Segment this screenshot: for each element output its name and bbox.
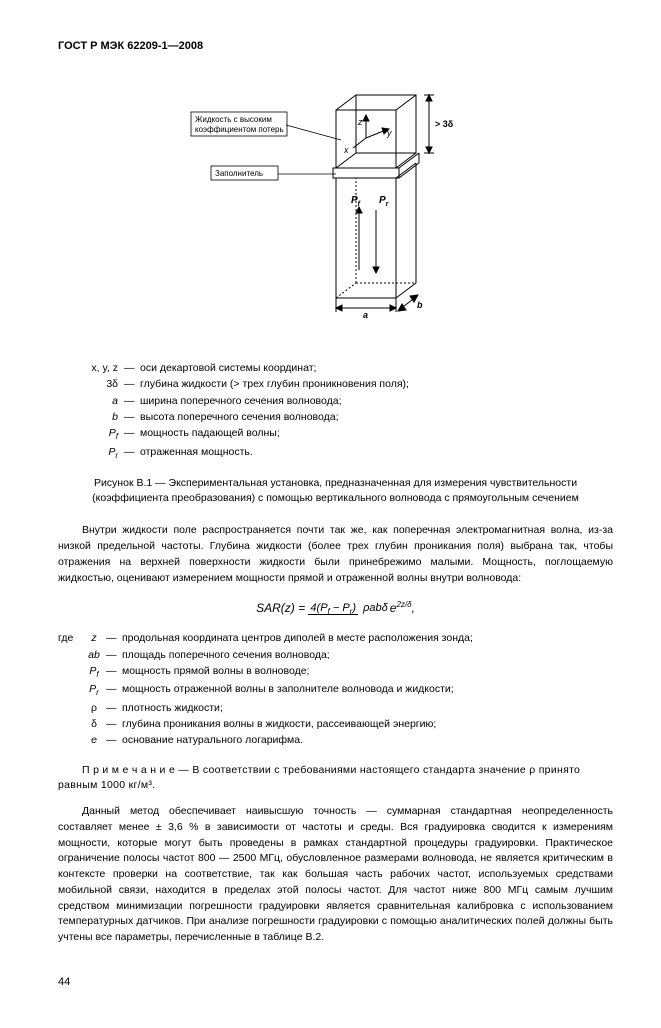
where-text: продольная координата центров диполей в … — [122, 630, 613, 646]
legend-dash: — — [124, 409, 140, 425]
page-number: 44 — [58, 976, 613, 988]
where-dash: — — [106, 732, 122, 748]
where-text: плотность жидкости; — [122, 700, 613, 716]
where-row: e — основание натурального логарифма. — [58, 732, 613, 748]
where-text: мощность прямой волны в волноводе; — [122, 663, 613, 681]
where-dash: — — [106, 700, 122, 716]
liquid-label-2: коэффициентом потерь — [195, 125, 284, 134]
where-sym: Pr — [82, 681, 106, 699]
where-sym: Pf — [82, 663, 106, 681]
legend-sym: 3δ — [76, 376, 124, 392]
sar-formula: SAR(z) = 4(Pf − Pr) ρabδ e2z/δ, — [58, 600, 613, 616]
legend-text: глубина жидкости (> трех глубин проникно… — [140, 376, 613, 392]
legend-text: ширина поперечного сечения волновода; — [140, 393, 613, 409]
fill-label: Заполнитель — [215, 169, 263, 178]
axis-x-label: x — [343, 145, 349, 155]
where-text: площадь поперечного сечения волновода; — [122, 647, 613, 663]
note: П р и м е ч а н и е — В соответствии с т… — [58, 763, 613, 795]
where-dash: — — [106, 716, 122, 732]
where-dash: — — [106, 630, 122, 646]
figure-caption: Рисунок В.1 — Экспериментальная установк… — [58, 476, 613, 505]
legend-row: a — ширина поперечного сечения волновода… — [76, 393, 613, 409]
legend-text: отраженная мощность. — [140, 444, 613, 462]
legend-row: b — высота поперечного сечения волновода… — [76, 409, 613, 425]
legend-row: x, y, z — оси декартовой системы координ… — [76, 360, 613, 376]
paragraph-2: Данный метод обеспечивает наивысшую точн… — [58, 804, 613, 946]
where-intro: где — [58, 630, 82, 646]
where-text: основание натурального логарифма. — [122, 732, 613, 748]
axis-y-label: y — [386, 128, 392, 138]
legend-sym: a — [76, 393, 124, 409]
figure-legend: x, y, z — оси декартовой системы координ… — [76, 360, 613, 462]
legend-text: высота поперечного сечения волновода; — [140, 409, 613, 425]
legend-dash: — — [124, 376, 140, 392]
paragraph-1: Внутри жидкости поле распространяется по… — [58, 523, 613, 586]
where-block: где z — продольная координата центров ди… — [58, 630, 613, 748]
waveguide-diagram: z y x > 3δ Pf Pr — [181, 70, 491, 340]
where-row: Pr — мощность отраженной волны в заполни… — [58, 681, 613, 699]
dim-a: a — [363, 310, 368, 320]
where-dash: — — [106, 681, 122, 699]
where-text: мощность отраженной волны в заполнителе … — [122, 681, 613, 699]
liquid-label-1: Жидкость с высоким — [195, 115, 272, 124]
pr-label: Pr — [379, 195, 390, 208]
where-row: δ — глубина проникания волны в жидкости,… — [58, 716, 613, 732]
document-header: ГОСТ Р МЭК 62209-1—2008 — [58, 40, 613, 52]
dim-3delta: > 3δ — [435, 119, 454, 129]
legend-text: оси декартовой системы координат; — [140, 360, 613, 376]
legend-row: Pf — мощность падающей волны; — [76, 425, 613, 443]
legend-row: Pr — отраженная мощность. — [76, 444, 613, 462]
legend-dash: — — [124, 393, 140, 409]
where-row: где z — продольная координата центров ди… — [58, 630, 613, 646]
legend-dash: — — [124, 444, 140, 462]
dim-b: b — [417, 300, 423, 310]
legend-sym: Pr — [76, 444, 124, 462]
where-row: Pf — мощность прямой волны в волноводе; — [58, 663, 613, 681]
where-row: ρ — плотность жидкости; — [58, 700, 613, 716]
legend-text: мощность падающей волны; — [140, 425, 613, 443]
where-row: ab — площадь поперечного сечения волново… — [58, 647, 613, 663]
figure-b1: z y x > 3δ Pf Pr — [58, 70, 613, 340]
legend-sym: x, y, z — [76, 360, 124, 376]
where-sym: z — [82, 630, 106, 646]
legend-sym: Pf — [76, 425, 124, 443]
where-dash: — — [106, 647, 122, 663]
where-text: глубина проникания волны в жидкости, рас… — [122, 716, 613, 732]
legend-row: 3δ — глубина жидкости (> трех глубин про… — [76, 376, 613, 392]
where-sym: ρ — [82, 700, 106, 716]
where-sym: e — [82, 732, 106, 748]
legend-sym: b — [76, 409, 124, 425]
legend-dash: — — [124, 360, 140, 376]
where-sym: δ — [82, 716, 106, 732]
legend-dash: — — [124, 425, 140, 443]
where-sym: ab — [82, 647, 106, 663]
axis-z-label: z — [357, 117, 363, 127]
where-dash: — — [106, 663, 122, 681]
